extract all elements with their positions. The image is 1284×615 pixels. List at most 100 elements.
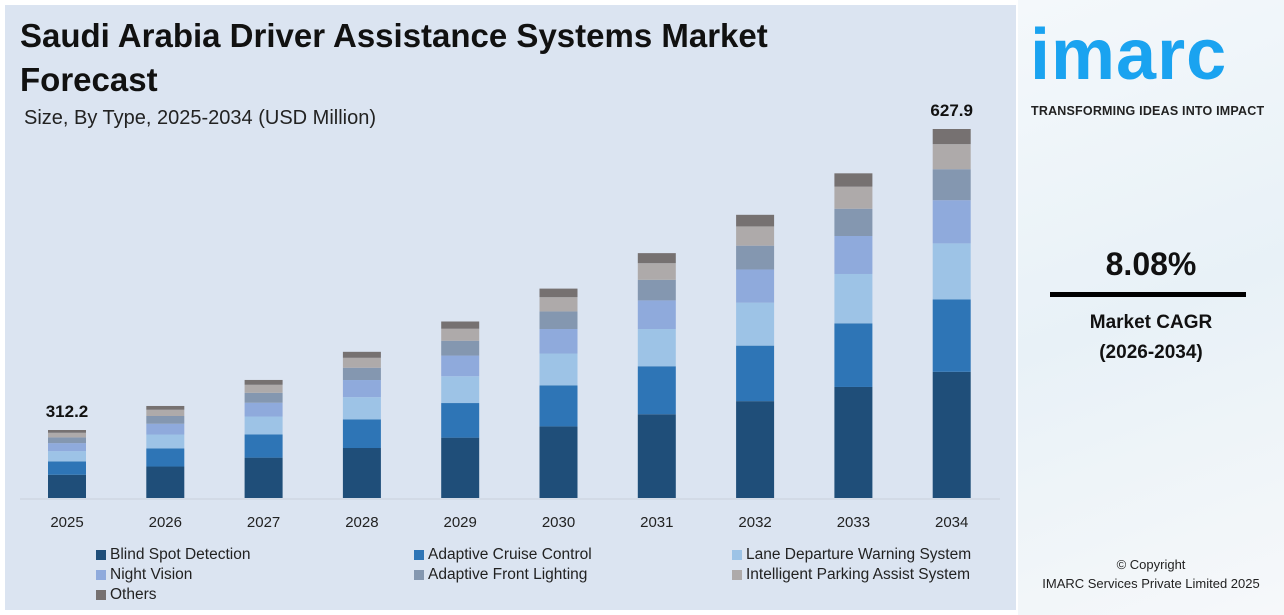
legend-swatch: [732, 569, 742, 580]
bar-segment: [146, 466, 185, 498]
bar-segment: [539, 297, 578, 312]
legend-label: Night Vision: [110, 565, 193, 583]
x-tick-label: 2029: [444, 514, 477, 531]
bar-segment: [736, 302, 775, 346]
legend-item: Night Vision: [96, 565, 414, 584]
bar-segment: [244, 457, 283, 498]
copyright: © Copyright: [1116, 557, 1186, 572]
bar-segment: [637, 263, 676, 280]
legend-item: Others: [96, 585, 414, 604]
legend-swatch: [414, 549, 424, 560]
bar-segment: [342, 357, 381, 368]
bar-segment: [539, 288, 578, 298]
chart-title: Saudi Arabia Driver Assistance Systems M…: [20, 17, 768, 98]
bar-segment: [48, 432, 86, 438]
bar-segment: [441, 340, 480, 356]
side-panel: [1018, 0, 1284, 615]
bar-segment: [441, 403, 480, 438]
bar-segment: [441, 321, 480, 329]
legend-label: Others: [110, 585, 157, 603]
legend-item: Adaptive Front Lighting: [414, 565, 732, 584]
bar-segment: [539, 385, 578, 427]
bar-segment: [932, 169, 971, 201]
bar-segment: [48, 474, 86, 498]
bar-segment: [932, 144, 971, 170]
bar-segment: [736, 214, 775, 227]
legend-label: Lane Departure Warning System: [746, 545, 972, 563]
x-tick-label: 2030: [542, 514, 575, 531]
legend-swatch: [96, 569, 106, 580]
bar-segment: [539, 426, 578, 498]
bar-segment: [736, 245, 775, 270]
x-tick-label: 2026: [149, 514, 182, 531]
bar-segment: [441, 355, 480, 377]
x-tick-label: 2025: [50, 514, 83, 531]
bar-segment: [834, 235, 873, 274]
bar-segment: [834, 323, 873, 387]
bar-segment: [637, 279, 676, 301]
bar-segment: [736, 401, 775, 498]
logo-tagline: TRANSFORMING IDEAS INTO IMPACT: [1031, 104, 1265, 118]
bar-segment: [146, 434, 185, 449]
divider: [1050, 292, 1246, 297]
bar-segment: [736, 345, 775, 402]
bar-segment: [244, 434, 283, 458]
imarc-logo: imarc: [1030, 15, 1228, 95]
chart-subtitle: Size, By Type, 2025-2034 (USD Million): [24, 107, 377, 129]
bar-segment: [48, 451, 86, 462]
bar-segment: [244, 402, 283, 417]
bar-segment: [539, 311, 578, 330]
bar-segment: [834, 208, 873, 236]
bar-segment: [342, 351, 381, 358]
x-tick-label: 2034: [935, 514, 968, 531]
bar-segment: [736, 269, 775, 303]
bar-segment: [637, 414, 676, 498]
legend-swatch: [96, 549, 106, 560]
bar-segment: [146, 409, 185, 417]
bar-segment: [637, 329, 676, 367]
bar-segment: [932, 129, 971, 145]
bar-segment: [932, 299, 971, 372]
legend-label: Adaptive Cruise Control: [428, 545, 592, 563]
bar-segment: [932, 243, 971, 300]
bar-segment: [441, 328, 480, 341]
legend-swatch: [414, 569, 424, 580]
bar-segment: [146, 416, 185, 424]
bar-segment: [48, 443, 86, 452]
bar-segment: [834, 186, 873, 209]
company-name: IMARC Services Private Limited 2025: [1042, 576, 1260, 591]
bar-segment: [834, 273, 873, 324]
cagr-period: (2026-2034): [1099, 342, 1203, 363]
bar-segment: [441, 437, 480, 498]
legend-item: Lane Departure Warning System: [732, 545, 1032, 564]
legend-item: Blind Spot Detection: [96, 545, 414, 564]
bar-segment: [736, 226, 775, 246]
bar-segment: [244, 384, 283, 393]
legend-label: Blind Spot Detection: [110, 545, 251, 563]
x-tick-label: 2031: [640, 514, 673, 531]
bar-segment: [637, 253, 676, 264]
legend-item: Intelligent Parking Assist System: [732, 565, 1032, 584]
bar-segment: [342, 380, 381, 398]
bar-segment: [932, 200, 971, 244]
bar-segment: [342, 448, 381, 498]
data-label: 627.9: [930, 101, 973, 120]
bar-segment: [146, 423, 185, 435]
bar-segment: [441, 376, 480, 404]
legend-label: Adaptive Front Lighting: [428, 565, 588, 583]
bar-segment: [244, 392, 283, 403]
legend-label: Intelligent Parking Assist System: [746, 565, 970, 583]
bar-segment: [244, 416, 283, 435]
legend-swatch: [732, 549, 742, 560]
bar-segment: [244, 379, 283, 385]
x-tick-label: 2033: [837, 514, 870, 531]
x-tick-label: 2027: [247, 514, 280, 531]
cagr-label: Market CAGR: [1089, 312, 1213, 333]
bar-segment: [48, 437, 86, 444]
bar-segment: [637, 300, 676, 330]
bar-segment: [834, 173, 873, 187]
bar-segment: [342, 419, 381, 449]
bar-segment: [342, 397, 381, 420]
bar-segment: [539, 353, 578, 386]
x-tick-label: 2028: [345, 514, 378, 531]
